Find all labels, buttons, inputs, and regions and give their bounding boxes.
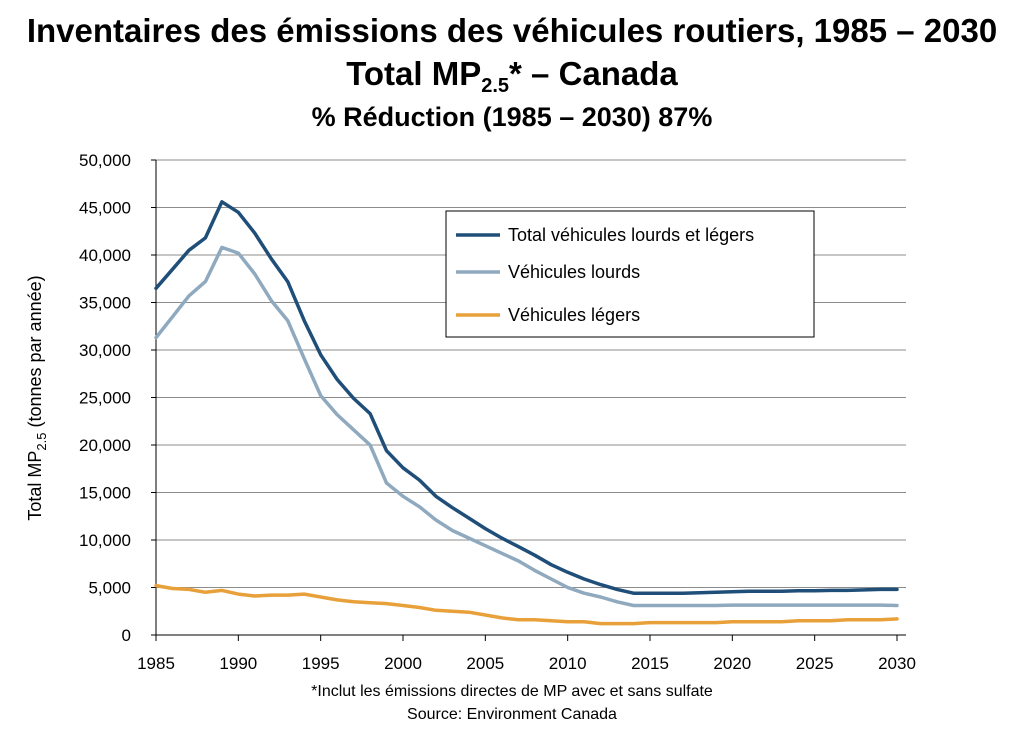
subtitle-subscript: 2.5: [481, 75, 510, 97]
legend-label: Véhicules lourds: [508, 262, 640, 282]
x-tick-label: 2005: [466, 654, 504, 673]
source-note: Source: Environment Canada: [407, 706, 617, 723]
x-tick-label: 2025: [796, 654, 834, 673]
y-tick-label: 15,000: [79, 484, 131, 503]
y-tick-label: 20,000: [79, 436, 131, 455]
y-axis-label: Total MP2.5 (tonnes par année): [25, 275, 49, 520]
subtitle-text: Total MP: [346, 55, 482, 92]
x-tick-labels: 1985 1990 1995 2000 2005 2010 2015 2020 2025 2030: [137, 654, 916, 673]
legend-label: Véhicules légers: [508, 305, 640, 325]
legend-box: [445, 210, 815, 338]
x-tick-label: 1995: [302, 654, 340, 673]
series-line-3: [154, 583, 899, 626]
chart-subtitle: Total MP2.5* – Canada: [0, 55, 1024, 98]
x-tick-label: 1990: [219, 654, 257, 673]
y-tick-label: 25,000: [79, 389, 131, 408]
chart-title: Inventaires des émissions des véhicules …: [26, 12, 998, 49]
y-tick-label: 45,000: [79, 199, 131, 218]
y-tick-label: 30,000: [79, 341, 131, 360]
y-tick-label: 35,000: [79, 294, 131, 313]
reduction-subtitle: % Réduction (1985 – 2030) 87%: [311, 102, 713, 132]
footnote: *Inclut les émissions directes de MP ave…: [311, 683, 713, 700]
x-tick-label: 2030: [878, 654, 916, 673]
series-line-2: [154, 245, 899, 608]
y-tick-labels: 0 5,000 10,000 15,000 20,000 25,000 30,000 35,0…: [79, 151, 131, 645]
y-tick-label: 50,000: [79, 151, 131, 170]
x-tick-label: 1985: [137, 654, 175, 673]
x-tick-label: 2010: [549, 654, 587, 673]
y-tick-label: 40,000: [79, 246, 131, 265]
legend: Total véhicules lourds et légers Véhicule…: [445, 210, 815, 338]
axes: [151, 159, 906, 641]
x-tick-label: 2020: [713, 654, 751, 673]
y-tick-label: 10,000: [79, 531, 131, 550]
data-series: [154, 200, 899, 626]
x-tick-label: 2015: [631, 654, 669, 673]
series-line-1: [154, 200, 899, 595]
y-tick-label: 0: [122, 626, 131, 645]
legend-label: Total véhicules lourds et légers: [508, 225, 754, 245]
subtitle-suffix: * – Canada: [509, 55, 678, 92]
y-tick-label: 5,000: [88, 579, 131, 598]
x-tick-label: 2000: [384, 654, 422, 673]
